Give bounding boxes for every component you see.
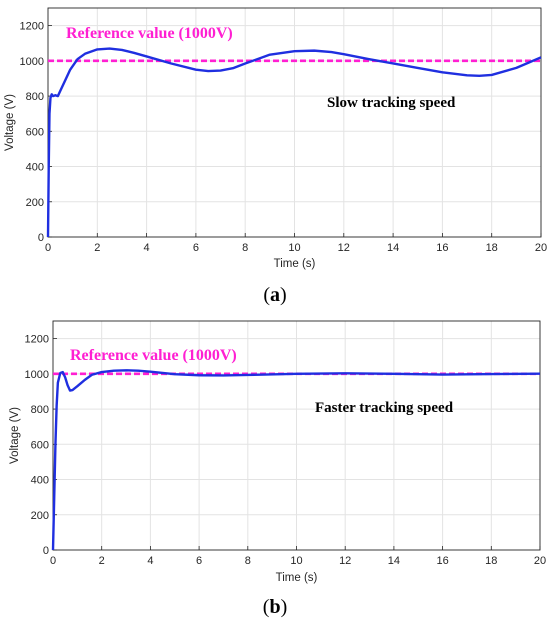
panel-b-x-tick-label: 2 [99,555,105,567]
panel-b-x-tick-label: 6 [196,555,202,567]
panel-a-x-tick-label: 4 [144,242,150,254]
panel-a-x-tick-label: 12 [338,242,350,254]
panel-a-x-tick-label: 0 [45,242,51,254]
panel-a-caption: (a) [263,284,286,306]
panel-a-y-axis-label: Voltage (V) [4,94,16,151]
panel-a-y-tick-label: 200 [26,197,44,209]
panel-a-y-tick-label: 1200 [20,21,44,33]
panel-a-x-tick-label: 2 [94,242,100,254]
panel-a-y-tick-label: 1000 [20,56,44,68]
panel-b-x-tick-label: 8 [245,555,251,567]
panel-b-caption-letter: b [269,596,280,618]
panel-a-plot [46,47,542,238]
panel-b-x-tick-label: 18 [485,555,497,567]
panel-b-note-annotation: Faster tracking speed [315,400,454,416]
panel-b-voltage-series-line [51,369,541,551]
panel-b-y-tick-label: 0 [43,545,49,557]
panel-b-x-tick-label: 12 [339,555,351,567]
panel-b-y-tick-label: 1000 [25,369,49,381]
panel-a-x-tick-label: 18 [486,242,498,254]
panel-a-x-tick-label: 16 [436,242,448,254]
panel-a-voltage-series-line [46,47,542,238]
panel-b-x-tick-label: 4 [147,555,153,567]
panel-a-x-tick-label: 14 [387,242,399,254]
panel-b-y-axis-label: Voltage (V) [9,407,21,464]
panel-b-x-tick-label: 0 [50,555,56,567]
panel-b-y-tick-label: 1200 [25,334,49,346]
panel-b-x-tick-label: 10 [290,555,302,567]
panel-b-x-tick-label: 20 [534,555,546,567]
panel-a-grid [47,8,542,238]
panel-b-y-tick-label: 800 [31,404,49,416]
panel-b-x-tick-label: 16 [436,555,448,567]
panel-b-caption: (b) [263,596,287,618]
panel-a-x-axis-label: Time (s) [274,258,316,270]
panel-a-x-tick-label: 10 [288,242,300,254]
panel-a-y-tick-label: 600 [26,126,44,138]
panel-a-reference-annotation: Reference value (1000V) [66,25,233,42]
panel-a-caption-letter: a [270,284,280,306]
panel-a-y-tick-label: 400 [26,162,44,174]
panel-b-reference-annotation: Reference value (1000V) [70,347,237,364]
panel-b-plot [51,369,541,551]
panel-b-y-tick-label: 200 [31,510,49,522]
panel-a-x-tick-label: 8 [242,242,248,254]
panel-b-y-tick-label: 600 [31,439,49,451]
panel-a-note-annotation: Slow tracking speed [327,95,456,111]
panel-a-y-tick-label: 800 [26,91,44,103]
panel-b-x-axis-label: Time (s) [276,572,318,584]
panel-b-y-tick-label: 400 [31,475,49,487]
panel-a-x-tick-label: 20 [535,242,547,254]
panel-b-x-tick-label: 14 [388,555,400,567]
panel-a-y-tick-label: 0 [38,232,44,244]
panel-a-x-tick-label: 6 [193,242,199,254]
